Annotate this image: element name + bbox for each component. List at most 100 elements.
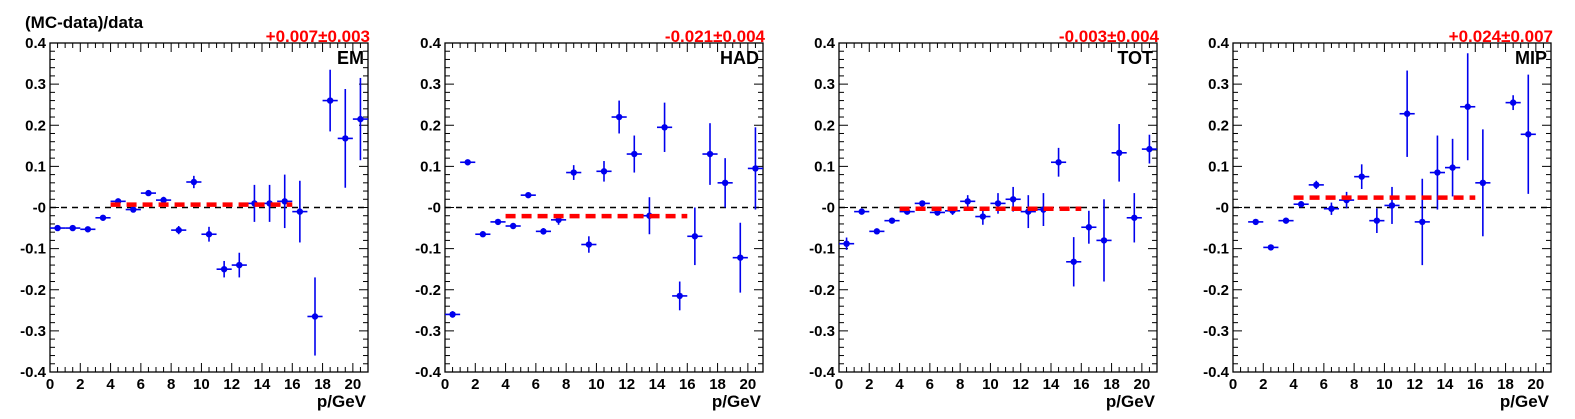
data-point xyxy=(171,226,187,235)
data-point xyxy=(307,277,323,356)
x-tick-label: 6 xyxy=(1320,376,1328,393)
data-point xyxy=(1111,124,1127,182)
x-tick-label: 2 xyxy=(865,376,873,393)
point-marker xyxy=(676,292,683,300)
point-marker xyxy=(721,179,729,187)
x-tick-label: 4 xyxy=(501,376,510,393)
panel-label: MIP xyxy=(1515,48,1547,68)
data-point xyxy=(216,260,232,278)
data-point xyxy=(1399,70,1415,157)
y-tick-label: -0.1 xyxy=(20,241,46,258)
x-tick-label: 20 xyxy=(1134,376,1151,393)
point-marker xyxy=(1388,202,1396,209)
fit-result-text: -0.021±0.004 xyxy=(665,27,766,46)
x-tick-label: 0 xyxy=(1229,376,1237,393)
point-marker xyxy=(479,231,487,238)
data-point xyxy=(352,77,368,161)
point-marker xyxy=(145,189,152,197)
data-point xyxy=(914,200,930,207)
panel-tot: -0.4 -0.3 -0.2 -0.1 -0 0.1 0.2 0.3 0.4 0 2 4 6 8 10 12 1… xyxy=(809,27,1159,411)
point-marker xyxy=(464,159,471,166)
point-marker xyxy=(570,169,577,176)
y-tick-label: 0.2 xyxy=(1208,117,1229,134)
data-point xyxy=(975,208,991,225)
point-marker xyxy=(1434,169,1441,176)
data-point xyxy=(1369,208,1385,233)
x-tick-label: 12 xyxy=(223,376,240,393)
y-tick-label: 0.3 xyxy=(814,76,835,93)
y-tick-label: 0.1 xyxy=(1208,158,1229,175)
data-point xyxy=(1323,202,1339,215)
data-point xyxy=(337,89,353,188)
point-marker xyxy=(311,313,319,320)
point-marker xyxy=(281,198,288,205)
point-marker xyxy=(540,228,547,235)
point-marker xyxy=(205,231,213,238)
x-tick-label: 6 xyxy=(926,376,934,393)
point-marker xyxy=(752,165,759,172)
panel-mip: -0.4 -0.3 -0.2 -0.1 -0 0.1 0.2 0.3 0.4 0 2 4 6 8 10 12 1… xyxy=(1203,27,1553,411)
x-tick-label: 18 xyxy=(709,376,726,393)
data-point xyxy=(231,252,247,278)
x-tick-label: 10 xyxy=(982,376,999,393)
data-point xyxy=(1293,201,1309,208)
point-marker xyxy=(1449,164,1456,171)
panels-container: -0.4 -0.3 -0.2 -0.1 -0 0.1 0.2 0.3 0.4 0 2 4 6 8 10 12 1… xyxy=(20,27,1553,411)
y-tick-label: 0.1 xyxy=(420,158,441,175)
x-tick-label: 10 xyxy=(1376,376,1393,393)
point-marker xyxy=(84,226,92,233)
x-tick-label: 14 xyxy=(1043,376,1060,393)
x-tick-label: 20 xyxy=(740,376,757,393)
point-marker xyxy=(919,200,926,207)
point-marker xyxy=(1313,181,1320,189)
point-marker xyxy=(1070,258,1077,265)
data-point xyxy=(747,127,763,210)
x-tick-label: 10 xyxy=(588,376,605,393)
x-tick-label: 16 xyxy=(1467,376,1484,393)
y-tick-label: -0.3 xyxy=(20,323,46,340)
x-tick-label: 8 xyxy=(1350,376,1358,393)
data-point xyxy=(869,228,885,235)
x-tick-label: 14 xyxy=(1437,376,1454,393)
point-marker xyxy=(1100,237,1108,244)
point-marker xyxy=(843,240,850,247)
data-point xyxy=(687,207,703,266)
fit-result-text: +0.024±0.007 xyxy=(1449,27,1553,46)
data-point xyxy=(717,158,733,208)
x-tick-label: 16 xyxy=(1073,376,1090,393)
data-point xyxy=(626,135,642,173)
point-marker xyxy=(1373,217,1381,224)
data-point xyxy=(657,102,673,152)
data-point xyxy=(535,228,551,235)
point-marker xyxy=(1009,196,1017,203)
point-marker xyxy=(342,135,349,142)
x-tick-label: 4 xyxy=(106,376,115,393)
x-tick-label: 12 xyxy=(1012,376,1029,393)
y-tick-label: 0.4 xyxy=(420,35,442,52)
data-point xyxy=(50,224,66,232)
data-point xyxy=(475,231,491,238)
point-marker xyxy=(994,200,1002,207)
point-marker xyxy=(175,226,182,234)
data-point xyxy=(1141,134,1157,164)
point-marker xyxy=(737,254,744,261)
x-tick-label: 18 xyxy=(1103,376,1120,393)
data-point xyxy=(460,159,476,166)
data-point xyxy=(839,237,855,250)
point-marker xyxy=(190,178,198,186)
point-marker xyxy=(130,206,137,213)
data-point xyxy=(277,174,293,229)
y-tick-label: 0.1 xyxy=(25,158,46,175)
point-marker xyxy=(1085,224,1093,231)
y-tick-label: 0.1 xyxy=(814,158,835,175)
data-point xyxy=(960,195,976,208)
point-marker xyxy=(357,115,364,123)
data-point xyxy=(611,100,627,134)
y-tick-label: -0.2 xyxy=(415,282,441,299)
point-marker xyxy=(585,241,593,248)
y-tick-label: -0.4 xyxy=(809,364,836,381)
x-tick-label: 16 xyxy=(679,376,696,393)
point-marker xyxy=(69,224,76,232)
data-point xyxy=(1354,164,1370,189)
x-tick-label: 2 xyxy=(471,376,479,393)
